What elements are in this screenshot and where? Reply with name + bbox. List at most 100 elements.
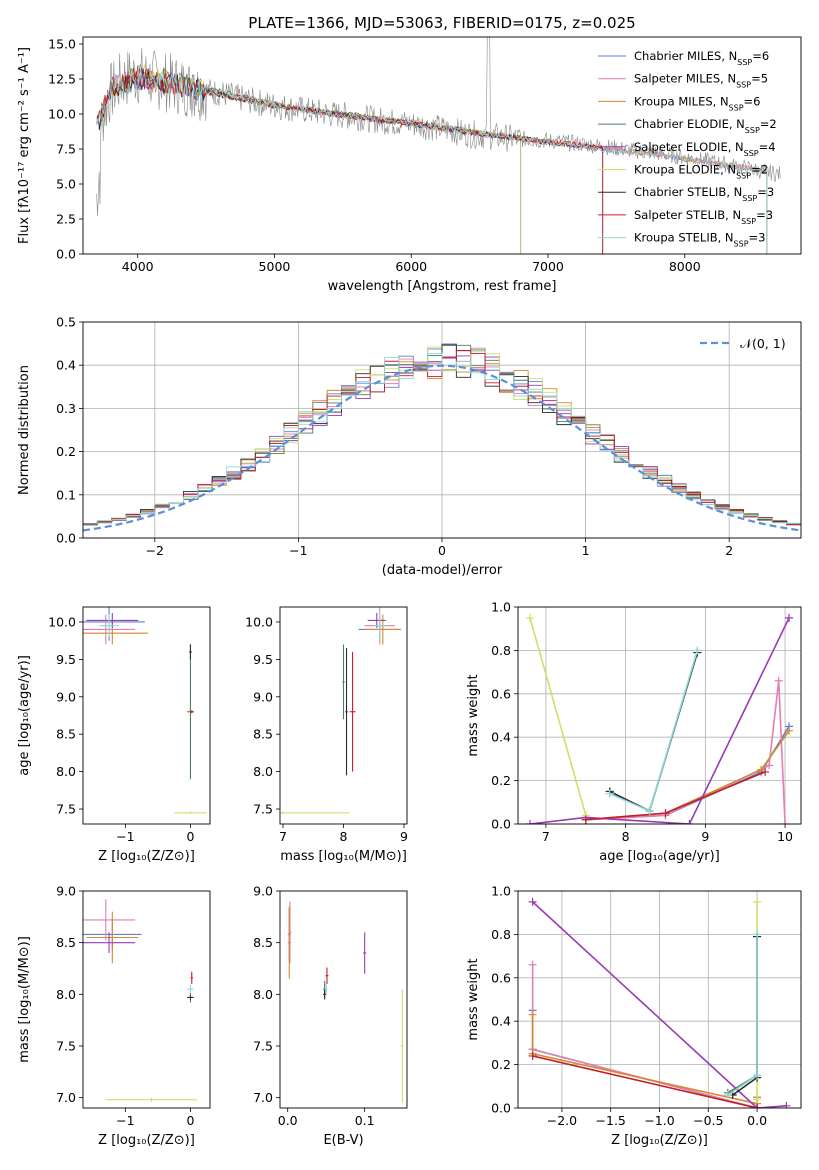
tick-label-y: 0.0: [56, 247, 76, 262]
weight-marker-6: [753, 1095, 762, 1104]
legend-label-2: Salpeter MILES, NSSP=5: [634, 72, 768, 90]
tick-label-x: 0: [186, 829, 194, 844]
plot-area: [525, 613, 794, 824]
weight-marker-8: [761, 767, 770, 776]
weight-line-2: [585, 680, 786, 824]
tick-label-y: 8.0: [253, 764, 273, 779]
tick-label-x: 8: [622, 829, 630, 844]
plot-area: [280, 607, 401, 815]
weight-line-2: [531, 964, 758, 1108]
axes-frame: [82, 321, 802, 539]
weight-line-9: [727, 934, 758, 1096]
plot-area: [83, 343, 801, 532]
weight-marker-5: [528, 897, 537, 906]
plot-area: [83, 607, 207, 815]
weight-line-8: [532, 1055, 758, 1108]
tick-label-x: −0.5: [693, 1113, 723, 1128]
axes-frame: [82, 890, 211, 1109]
tick-label-x: 6000: [395, 259, 427, 274]
tick-label-y: 5.0: [56, 177, 76, 192]
plot-area: [83, 899, 197, 1102]
tick-label-y: 10.0: [48, 614, 76, 629]
weight-marker-9: [605, 789, 614, 798]
axis-label-y: Normed distribution: [17, 365, 32, 495]
axis-label-y: age [log₁₀(age/yr)]: [17, 655, 32, 776]
tick-label-y: 9.0: [56, 884, 76, 899]
weight-marker-2: [781, 820, 790, 824]
tick-label-x: 4000: [122, 259, 154, 274]
axes-frame: [517, 890, 802, 1109]
axis-label-x: wavelength [Angstrom, rest frame]: [328, 279, 557, 294]
tick-label-y: 0.0: [491, 817, 511, 832]
tick-label-x: 9: [701, 829, 709, 844]
tick-label-y: 0.4: [491, 730, 511, 745]
legend-label-9: Kroupa STELIB, NSSP=3: [634, 231, 765, 249]
axis-label-y: mass weight: [466, 958, 481, 1040]
weight-line-7: [732, 936, 758, 1096]
weight-line-1: [531, 1010, 758, 1108]
tick-label-y: 7.0: [253, 1090, 273, 1105]
tick-label-x: 8000: [669, 259, 701, 274]
tick-label-x: 0.0: [278, 1113, 298, 1128]
legend-label-6: Kroupa ELODIE, NSSP=2: [634, 163, 768, 181]
plot-area: [528, 897, 791, 1108]
axes-frame: [279, 606, 408, 825]
gaussian-reference: [83, 364, 801, 532]
weight-marker-8: [753, 1104, 762, 1108]
model-spectrum-8: [96, 68, 604, 254]
model-spectrum-9: [96, 71, 768, 254]
axis-label-x: Z [log₁₀(Z/Z⊙)]: [98, 849, 195, 864]
panel-age-vs-Z: −1 0 7.5 8.0 8.5 9.0 9.5 10.0 Z [log₁₀(Z/Z⊙)] age…: [17, 606, 211, 864]
axis-label-y: mass weight: [466, 674, 481, 756]
weight-marker-2: [774, 676, 783, 685]
observed-spectrum: [96, 37, 781, 216]
plot-area: [287, 901, 404, 1103]
legend-label-4: Chabrier ELODIE, NSSP=2: [634, 117, 777, 135]
tick-label-y: 0.1: [56, 487, 76, 502]
tick-label-y: 0.8: [491, 643, 511, 658]
weight-marker-3: [528, 1010, 537, 1019]
panel-residuals: −2 −1 0 1 2 0.0 0.1 0.2 0.3 0.4 0.5 (data-model)/er…: [17, 315, 802, 578]
tick-label-y: 0.6: [491, 686, 511, 701]
tick-label-y: 8.5: [56, 727, 76, 742]
weight-marker-6: [525, 613, 534, 622]
tick-label-y: 12.5: [48, 72, 76, 87]
tick-label-x: 2: [725, 543, 733, 558]
tick-label-x: −1.0: [644, 1113, 674, 1128]
tick-label-y: 7.5: [253, 802, 273, 817]
weight-marker-9: [723, 1090, 732, 1099]
histogram-9: [83, 353, 801, 525]
panel-mass-vs-Z: −1 0 7.0 7.5 8.0 8.5 9.0 Z [log₁₀(Z/Z⊙)] mass [l…: [17, 884, 211, 1148]
tick-label-x: 5000: [259, 259, 291, 274]
weight-line-1: [585, 725, 790, 821]
tick-label-x: 7000: [532, 259, 564, 274]
weight-marker-5: [685, 820, 694, 824]
axes-frame: [82, 606, 211, 825]
tick-label-y: 7.0: [56, 1090, 76, 1105]
weight-marker-2: [765, 761, 774, 770]
model-spectrum-7: [96, 68, 604, 254]
panel-weight-vs-Z: −2.0 −1.5 −1.0 −0.5 0.0 0.0 0.2 0.4 0.6 0.8 1.0 Z […: [466, 884, 802, 1148]
weight-line-6: [529, 617, 587, 816]
tick-label-y: 0.0: [491, 1101, 511, 1116]
tick-label-x: −1: [116, 829, 134, 844]
tick-label-y: 7.5: [56, 142, 76, 157]
weight-marker-9: [753, 1071, 762, 1080]
tick-label-y: 9.5: [253, 652, 273, 667]
tick-label-x: 0.1: [355, 1113, 375, 1128]
legend: Chabrier MILES, NSSP=6 Salpeter MILES, NS…: [598, 49, 777, 248]
axes-frame: [82, 36, 802, 255]
tick-label-y: 10.0: [245, 614, 273, 629]
weight-line-7: [609, 652, 699, 813]
weight-line-5: [532, 901, 787, 1108]
axes-frame: [517, 606, 802, 825]
tick-label-x: 9: [400, 829, 408, 844]
panel-mass-vs-ebv: 0.0 0.1 7.0 7.5 8.0 8.5 9.0 E(B-V): [253, 884, 408, 1148]
tick-label-x: 0: [186, 1113, 194, 1128]
tick-label-x: 10: [777, 829, 793, 844]
weight-marker-8: [581, 815, 590, 824]
weight-line-4: [609, 652, 699, 813]
tick-label-y: 0.4: [56, 358, 76, 373]
weight-line-3: [531, 1014, 758, 1105]
axis-label-x: age [log₁₀(age/yr)]: [599, 849, 720, 864]
